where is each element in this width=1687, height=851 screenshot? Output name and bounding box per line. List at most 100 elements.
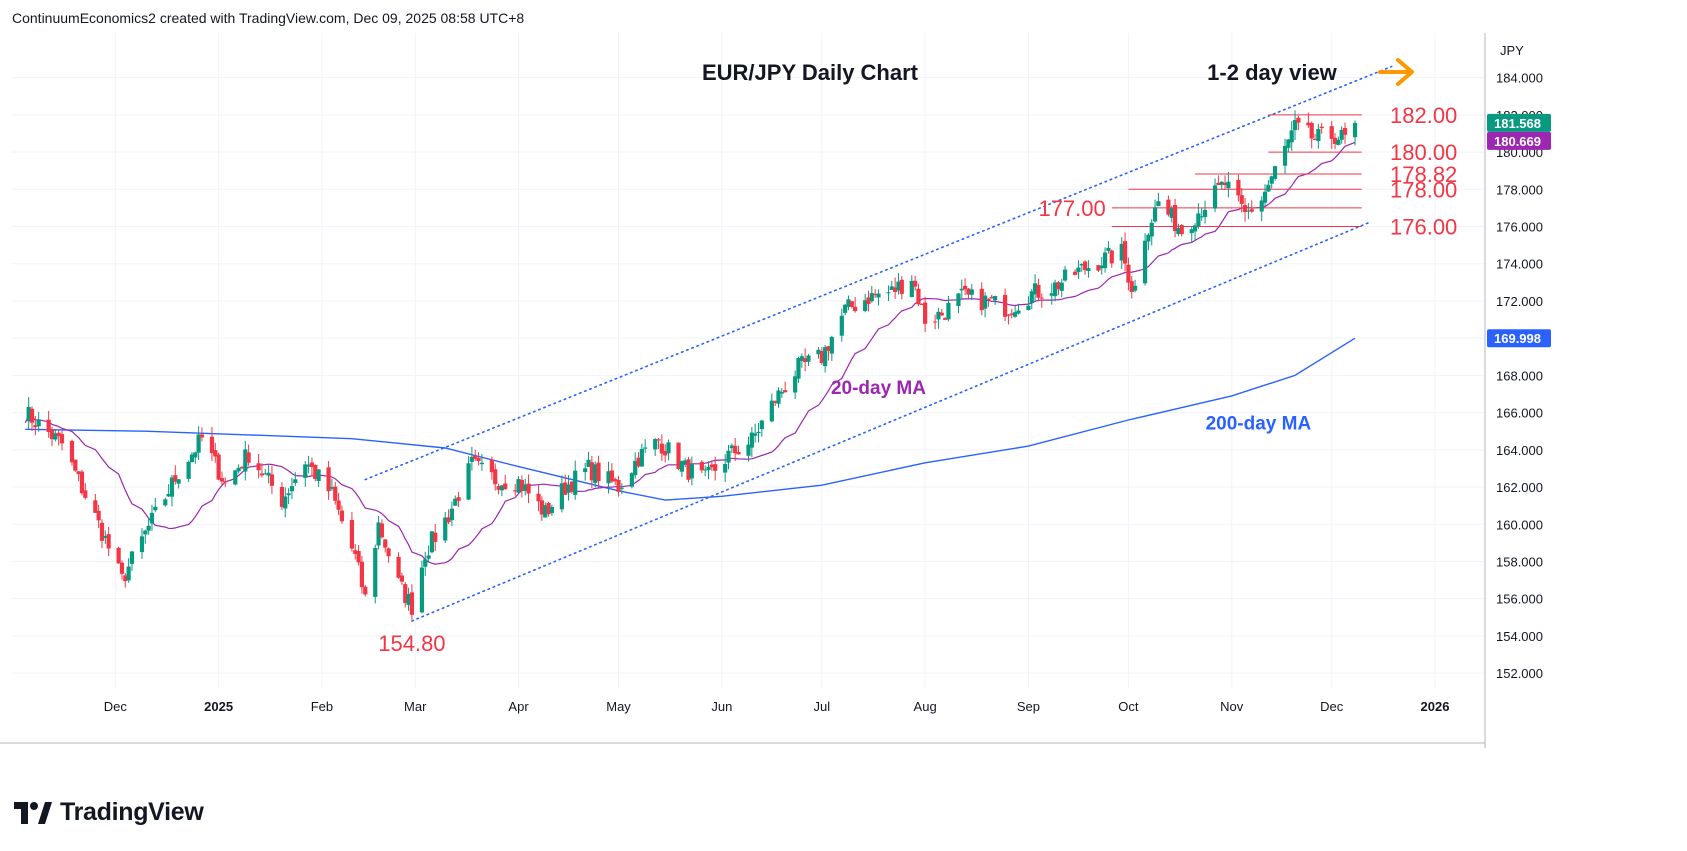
candle-body (473, 455, 478, 459)
candle-body (1316, 129, 1321, 142)
candle-body (336, 500, 341, 510)
annotations: 154.80 20-day MA 200-day MA (378, 378, 1311, 656)
candle-body (1016, 310, 1021, 314)
candle-body (213, 450, 218, 457)
candle-body (706, 466, 711, 471)
candle-body (1342, 128, 1348, 135)
candle-body (563, 482, 568, 495)
candle-body (773, 401, 778, 403)
candle-body (233, 470, 238, 485)
price-tag-box (1487, 113, 1551, 132)
y-tick-label: 166.000 (1496, 406, 1543, 421)
price-tag-box (1487, 131, 1551, 150)
candle-body (659, 443, 664, 454)
price-axis[interactable] (0, 33, 1486, 748)
y-tick-label: 160.000 (1496, 517, 1543, 532)
candle-body (539, 500, 544, 515)
candle-body (1086, 268, 1091, 271)
channel-lower-line (411, 222, 1370, 622)
arrow-head (1396, 58, 1414, 86)
candle-body (666, 442, 671, 454)
candle-body (1062, 269, 1068, 281)
candle-body (419, 567, 425, 613)
candle-body (293, 479, 298, 484)
candle-body (236, 467, 241, 472)
candle-body (546, 503, 551, 515)
candle-body (676, 442, 681, 470)
candle-body (316, 469, 321, 481)
candle-body (793, 376, 798, 393)
candle-body (606, 471, 611, 484)
candle-body (1006, 314, 1011, 316)
candle-body (653, 438, 658, 450)
candle-body (1106, 247, 1111, 251)
candle-body (923, 302, 928, 324)
y-tick-label: 164.000 (1496, 443, 1543, 458)
candle-body (936, 311, 941, 320)
candle-body (613, 479, 618, 482)
candle-body (1146, 234, 1151, 242)
candle-body (96, 510, 101, 521)
candle-body (1013, 312, 1018, 317)
candle-body (1329, 126, 1334, 139)
candle-body (176, 479, 181, 484)
candle-body (489, 459, 494, 473)
chart-title: EUR/JPY Daily Chart (702, 60, 919, 85)
candle-body (713, 464, 718, 471)
candle-body (609, 470, 614, 482)
candle-body (1126, 264, 1131, 283)
x-tick-label: Nov (1220, 699, 1244, 714)
candle-body (29, 408, 35, 423)
candle-body (799, 356, 804, 361)
candle-body (466, 463, 471, 500)
level-label: 176.00 (1390, 215, 1457, 240)
candle-body (656, 439, 661, 441)
candle-body (756, 431, 761, 434)
candle-body (916, 288, 921, 305)
candle-body (983, 295, 988, 309)
currency-label[interactable]: JPY (1500, 43, 1524, 58)
x-tick-label: Oct (1118, 699, 1139, 714)
candle-body (643, 447, 648, 449)
candle-body (496, 486, 501, 490)
candle-body (806, 355, 811, 362)
candle-body (1272, 166, 1278, 179)
candle-body (596, 462, 601, 482)
candle-body (849, 301, 854, 307)
candle-body (46, 419, 51, 433)
level-label: 178.82 (1390, 162, 1457, 187)
footer-brand: TradingView (60, 798, 204, 826)
candle-body (339, 510, 345, 522)
grid (12, 33, 1485, 688)
candle-body (816, 349, 821, 355)
candle-body (376, 522, 381, 546)
candle-body (843, 304, 848, 313)
candle-body (56, 432, 61, 437)
candle-body (173, 475, 178, 482)
x-tick-label: 2025 (204, 699, 233, 714)
candle-body (749, 432, 754, 448)
price-tag-box (1487, 329, 1551, 348)
candle-body (1352, 122, 1358, 138)
x-tick-label: May (606, 699, 631, 714)
candle-body (53, 433, 58, 440)
candle-body (1289, 130, 1294, 143)
candle-body (873, 293, 878, 296)
y-tick-label: 178.000 (1496, 182, 1543, 197)
candle-body (353, 550, 358, 554)
candle-body (1312, 139, 1318, 141)
candle-body (969, 289, 974, 295)
candle-body (549, 506, 554, 514)
candle-body (1096, 265, 1101, 271)
candle-body (59, 434, 65, 444)
candle-body (866, 297, 871, 305)
candle-body (1122, 241, 1128, 264)
candle-body (239, 466, 245, 469)
candle-body (1003, 294, 1008, 317)
candle-body (779, 392, 784, 394)
candle-body (826, 346, 831, 351)
candle-body (1176, 228, 1181, 234)
candle-body (1026, 305, 1031, 311)
